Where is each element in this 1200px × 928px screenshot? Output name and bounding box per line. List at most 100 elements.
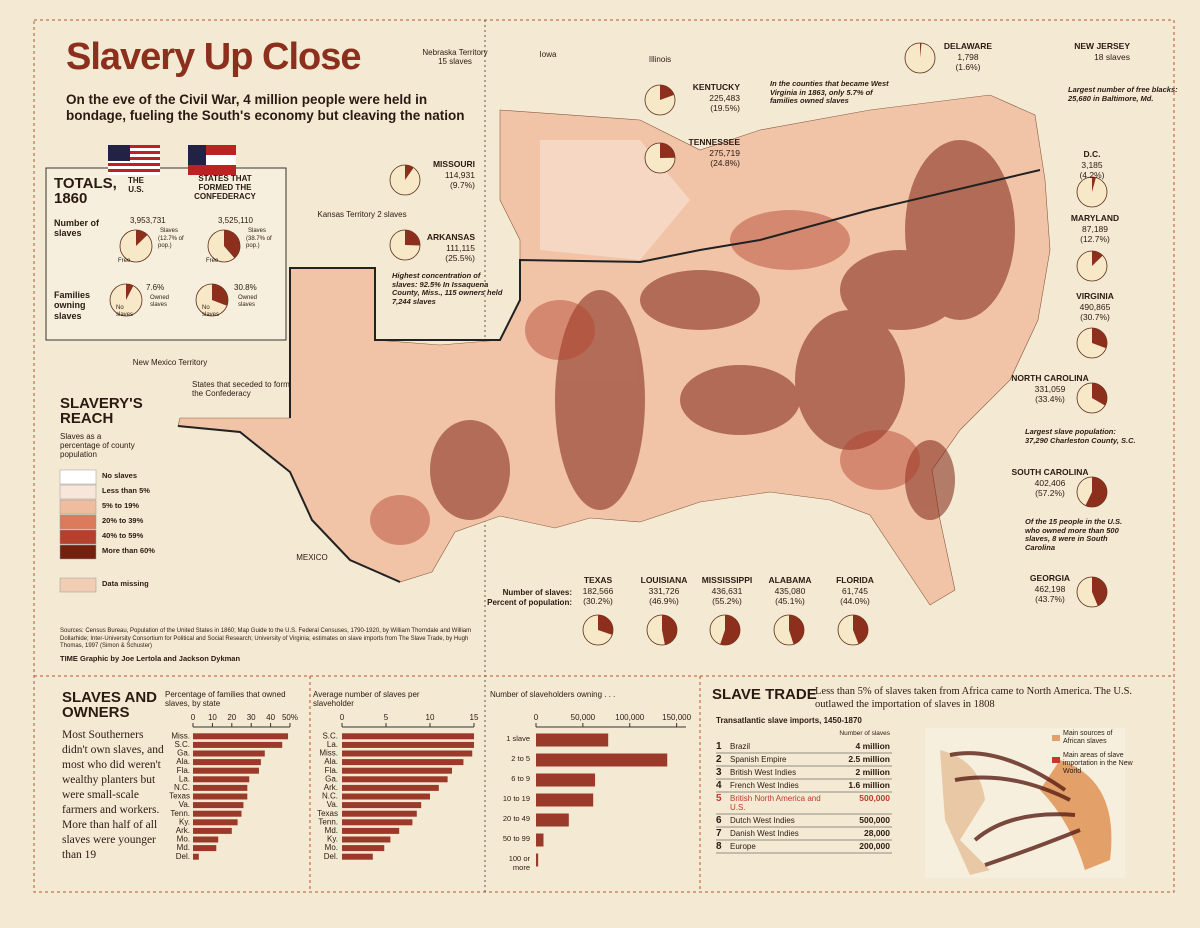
rank: 6 [716, 815, 722, 826]
country: Danish West Indies [730, 829, 799, 838]
pie-slice [126, 284, 134, 300]
state-slaves: 402,406 [1034, 478, 1066, 488]
legend-subtitle: Slaves as a percentage of county populat… [60, 432, 135, 460]
amount: 28,000 [864, 828, 890, 838]
state-percent: (30.7%) [1080, 312, 1110, 322]
legend-swatch [59, 484, 97, 500]
value: 3,525,110 [218, 216, 253, 225]
x-tick-label: 40 [266, 713, 275, 722]
amount: 500,000 [859, 815, 890, 825]
state-slaves: 331,059 [1034, 384, 1066, 394]
table-title: Transatlantic slave imports, 1450-1870 [716, 716, 862, 725]
chart-title: Percentage of families that owned slaves… [165, 690, 286, 709]
x-tick-label: 150,000 [662, 713, 691, 722]
row-label: Number of slaves: [502, 588, 572, 597]
legend-label: Less than 5% [102, 486, 150, 495]
y-tick-label: S.C. [174, 740, 190, 749]
state-percent: (1.6%) [955, 62, 981, 72]
chart-title: Average number of slaves per slaveholder [313, 690, 420, 709]
bar [342, 810, 417, 817]
y-tick-label: Ky. [327, 835, 338, 844]
bar [536, 813, 569, 827]
y-tick-label: S.C. [322, 731, 338, 740]
amount: 500,000 [859, 793, 890, 803]
x-tick-label: 15 [470, 713, 479, 722]
y-tick-label: N.C. [322, 792, 338, 801]
bar [342, 784, 439, 791]
bar [193, 784, 248, 791]
pie-slice [1085, 477, 1107, 507]
state-slaves: 435,080 [774, 586, 806, 596]
state-slaves: 111,115 [446, 243, 475, 253]
state-name: MISSOURI [432, 159, 475, 169]
state-percent: (30.2%) [583, 596, 613, 606]
y-tick-label: Fla. [177, 766, 190, 775]
bar [342, 845, 385, 852]
pie-slice [405, 165, 414, 180]
state-name: LOUISIANA [640, 575, 688, 585]
label: Free [206, 258, 219, 264]
state-slaves: 225,483 [709, 93, 740, 103]
state-slaves: 114,931 [444, 170, 475, 180]
col-header: STATES THAT FORMED THE CONFEDERACY [194, 174, 256, 202]
bar [342, 759, 464, 766]
row-label: Percent of population: [487, 598, 572, 607]
value: 3,953,731 [130, 216, 166, 225]
state-name: SOUTH CAROLINA [1011, 467, 1089, 477]
state-slaves: 1,798 [957, 52, 979, 62]
y-tick-label: Mo. [177, 835, 190, 844]
x-tick-label: 0 [534, 713, 539, 722]
rank: 8 [716, 841, 722, 852]
y-tick-label: 1 slave [506, 734, 530, 743]
y-tick-label: Ga. [177, 749, 190, 758]
state-percent: (44.0%) [840, 596, 870, 606]
bar [193, 810, 242, 817]
state-name: TEXAS [583, 575, 613, 585]
state-percent: (24.8%) [710, 158, 740, 168]
country: Dutch West Indies [730, 816, 795, 825]
y-tick-label: 50 to 99 [502, 834, 530, 843]
rank: 5 [716, 793, 722, 804]
legend-swatch [59, 469, 97, 485]
label: Slaves [160, 228, 179, 234]
pie-slice [405, 230, 420, 246]
state-name: VIRGINIA [1076, 291, 1114, 301]
state-slaves: 3,185 [1081, 160, 1103, 170]
state-percent: (19.5%) [710, 103, 740, 113]
bar [536, 733, 609, 747]
bar [193, 767, 259, 774]
sources: Sources: Census Bureau, Population of th… [60, 628, 472, 649]
bar [193, 733, 289, 740]
state-percent: (57.2%) [1035, 488, 1065, 498]
credit: TIME Graphic by Joe Lertola and Jackson … [60, 654, 241, 663]
map-label: Kansas Territory 2 slaves [317, 210, 407, 219]
y-tick-label: 20 to 49 [502, 814, 530, 823]
y-tick-label: La. [327, 740, 338, 749]
amount: 2 million [855, 767, 890, 777]
state-name: ALABAMA [768, 575, 812, 585]
map-label: Nebraska Territory 15 slaves [422, 48, 488, 67]
title: Slavery Up Close [66, 36, 361, 78]
bar [193, 836, 219, 843]
y-tick-label: 2 to 5 [511, 754, 530, 763]
map-label: States that seceded to form the Confeder… [192, 380, 290, 399]
state-percent: (25.5%) [445, 253, 475, 263]
col-header: THE U.S. [128, 176, 144, 195]
rank: 2 [716, 754, 722, 765]
pie-slice [598, 615, 613, 635]
pie-slice [1092, 177, 1096, 192]
row-header: Number of slaves [54, 218, 99, 239]
y-tick-label: Va. [179, 800, 190, 809]
table-header: Number of slaves [839, 730, 890, 737]
y-tick-label: Va. [327, 800, 338, 809]
bar [536, 853, 539, 867]
state-slaves: 18 slaves [1094, 52, 1130, 62]
rank: 1 [716, 741, 722, 752]
bar [536, 793, 594, 807]
x-tick-label: 50,000 [571, 713, 596, 722]
pie-slice [662, 615, 678, 645]
state-percent: (45.1%) [775, 596, 805, 606]
label: Free [118, 258, 131, 264]
y-tick-label: 10 to 19 [502, 794, 530, 803]
